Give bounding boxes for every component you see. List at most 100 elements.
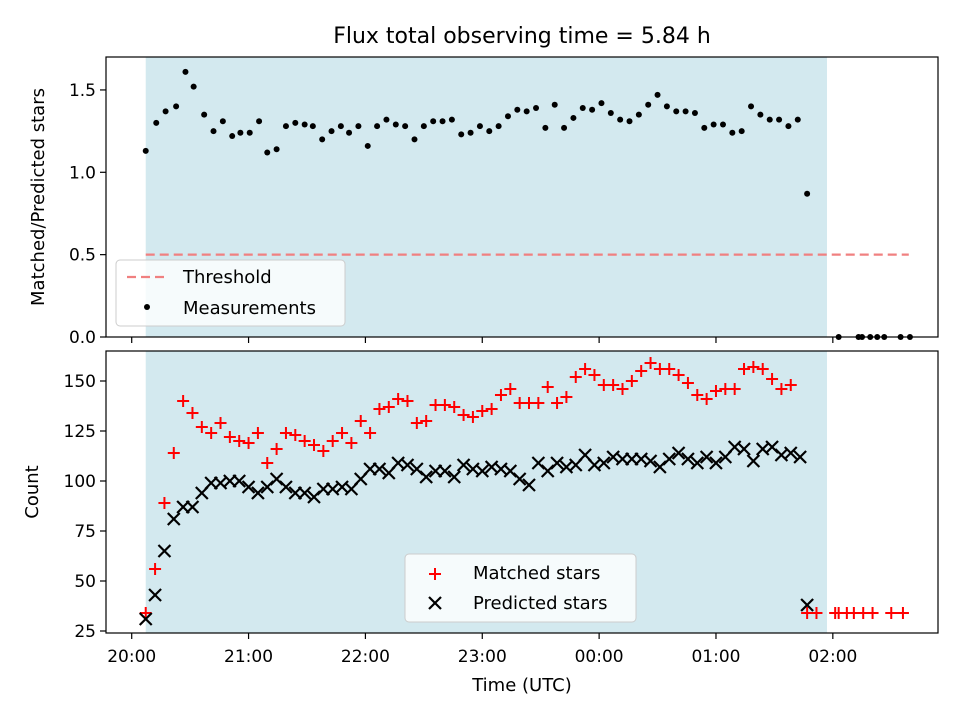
x-tick-label: 02:00 (808, 647, 857, 667)
matched-star-point (420, 415, 433, 427)
top-legend-box (115, 259, 346, 327)
top-legend: Threshold Measurements (115, 259, 346, 327)
measurement-point (504, 113, 511, 120)
predicted-star-point (157, 544, 172, 558)
measurement-point (776, 116, 783, 123)
matched-star-point (476, 405, 489, 417)
bottom-y-tick-label: 50 (74, 572, 96, 592)
matched-star-point (738, 363, 751, 375)
predicted-stars-series (138, 440, 814, 626)
measurement-point (467, 129, 474, 136)
measurement-point (598, 100, 605, 107)
measurements-series (142, 68, 913, 340)
predicted-star-point (475, 464, 490, 478)
measurement-point (701, 124, 708, 131)
measurement-point (364, 142, 371, 149)
top-y-tick-label: 0.5 (69, 246, 96, 266)
predicted-star-point (597, 456, 611, 470)
threshold-legend-label: Threshold (182, 267, 272, 288)
matched-star-point (691, 389, 704, 401)
measurement-point (273, 146, 280, 153)
predicted-star-point (241, 480, 256, 494)
x-tick-label: 21:00 (224, 647, 273, 667)
measurement-point (162, 108, 169, 115)
matched-star-point (354, 415, 367, 427)
measurement-point (645, 101, 652, 108)
measurement-point (420, 123, 427, 130)
matched-star-point (233, 435, 246, 447)
matched-star-point (401, 395, 414, 407)
matched-star-point (747, 361, 760, 373)
matched-star-point (242, 437, 255, 449)
predicted-star-point (232, 474, 246, 488)
matched-star-point (167, 447, 180, 459)
matched-star-point (373, 403, 386, 415)
measurement-point (173, 103, 180, 110)
matched-star-point (569, 371, 582, 383)
measurement-point (448, 116, 455, 123)
matched-star-point (866, 607, 879, 619)
x-tick-label: 00:00 (575, 647, 624, 667)
predicted-star-point (166, 512, 181, 526)
measurement-point (292, 119, 299, 126)
predicted-star-point (793, 450, 807, 464)
top-axes-frame (105, 56, 939, 338)
predicted-stars-legend-label: Predicted stars (473, 593, 607, 614)
measurement-point (673, 108, 680, 115)
bottom-y-axis-label: Count (22, 465, 43, 518)
measurement-point (301, 121, 308, 128)
predicted-star-point (447, 470, 462, 484)
matched-star-point (551, 397, 564, 409)
measurement-point (142, 147, 149, 154)
matched-star-point (410, 417, 423, 429)
matched-star-point (195, 421, 208, 433)
measurement-point (383, 116, 390, 123)
matched-star-point (158, 497, 171, 509)
matched-star-point (616, 383, 629, 395)
measurement-point (430, 118, 437, 125)
matched-star-point (541, 381, 554, 393)
measurement-point (256, 118, 263, 125)
top-panel: 0.0 0.5 1.0 1.5 Matched/Predicted stars Thr… (28, 56, 939, 348)
matched-star-point (177, 395, 190, 407)
x-tick-label: 01:00 (691, 647, 740, 667)
matched-star-point (466, 411, 479, 423)
matched-star-point (663, 363, 676, 375)
measurement-point (246, 129, 253, 136)
measurement-point (476, 123, 483, 130)
matched-star-point (494, 389, 507, 401)
predicted-star-point (662, 452, 677, 466)
measurement-point (328, 128, 335, 135)
matched-star-point (896, 607, 909, 619)
matched-star-point (644, 357, 657, 369)
predicted-star-point (138, 612, 153, 626)
predicted-star-point (400, 458, 415, 472)
matched-star-point (317, 445, 330, 457)
matched-star-point (214, 417, 227, 429)
predicted-star-point (671, 446, 686, 460)
top-y-axis-label: Matched/Predicted stars (28, 88, 49, 306)
matched-star-point (756, 363, 769, 375)
predicted-star-point (681, 452, 695, 466)
predicted-star-point (148, 588, 162, 602)
matched-stars-legend-marker (429, 568, 441, 580)
matched-star-point (392, 393, 405, 405)
measurement-point (617, 116, 624, 123)
measurement-point (589, 106, 596, 113)
x-tick-label: 22:00 (341, 647, 390, 667)
predicted-star-point (643, 454, 658, 468)
measurement-point (794, 116, 801, 123)
measurement-point (374, 123, 381, 130)
matched-star-point (560, 391, 573, 403)
matched-star-point (607, 379, 620, 391)
matched-star-point (139, 607, 152, 619)
bottom-legend: Matched stars Predicted stars (404, 553, 637, 623)
measurement-point (514, 106, 521, 113)
predicted-star-point (699, 450, 714, 464)
measurement-point (635, 111, 642, 118)
measurement-point (237, 129, 244, 136)
measurements-legend-marker (144, 304, 150, 310)
predicted-star-point (297, 486, 312, 500)
measurement-point (190, 83, 197, 90)
x-tick-label: 20:00 (107, 647, 156, 667)
